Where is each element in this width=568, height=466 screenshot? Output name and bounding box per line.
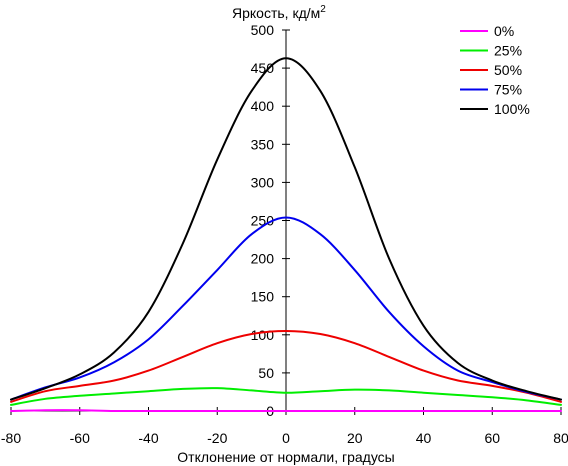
y-tick-label: 250 <box>251 213 275 229</box>
y-tick-label: 400 <box>251 98 275 114</box>
legend-label: 0% <box>494 23 514 39</box>
x-axis-label: Отклонение от нормали, градусы <box>177 449 394 465</box>
y-tick-label: 200 <box>251 251 275 267</box>
y-tick-label: 350 <box>251 136 275 152</box>
x-tick-label: 40 <box>416 430 432 446</box>
y-tick-label: 300 <box>251 174 275 190</box>
x-tick-label: -40 <box>138 430 158 446</box>
y-tick-label: 150 <box>251 289 275 305</box>
legend: 0% 25% 50% 75% 100% <box>460 23 530 117</box>
x-tick-label: 60 <box>484 430 500 446</box>
y-axis-label: Яркость, кд/м2 <box>232 4 326 21</box>
x-tick-label: -20 <box>207 430 227 446</box>
y-tick-label: 500 <box>251 22 275 38</box>
y-axis-label-superscript: 2 <box>320 4 326 15</box>
series-line-50-percent <box>10 329 562 403</box>
y-tick-label: 450 <box>251 60 275 76</box>
y-tick-label: 50 <box>258 365 274 381</box>
x-tick-label: 0 <box>282 430 290 446</box>
series-line-100-percent <box>10 57 562 401</box>
series-layer <box>10 57 562 413</box>
x-tick-label: 20 <box>347 430 363 446</box>
legend-label: 100% <box>494 101 530 117</box>
legend-label: 75% <box>494 82 522 98</box>
y-tick-label: 100 <box>251 327 275 343</box>
x-tick-label: 80 <box>553 430 568 446</box>
series-line-25-percent <box>10 387 562 406</box>
x-tick-label: -60 <box>70 430 90 446</box>
y-axis-label-text: Яркость, кд/м <box>232 5 320 21</box>
series-line-0-percent <box>10 409 562 413</box>
axes: -80 -60 -40 -20 0 20 40 60 800501001502002503003… <box>1 22 568 446</box>
legend-label: 25% <box>494 43 522 59</box>
legend-label: 50% <box>494 62 522 78</box>
series-line-75-percent <box>10 216 562 401</box>
x-tick-label: -80 <box>1 430 21 446</box>
